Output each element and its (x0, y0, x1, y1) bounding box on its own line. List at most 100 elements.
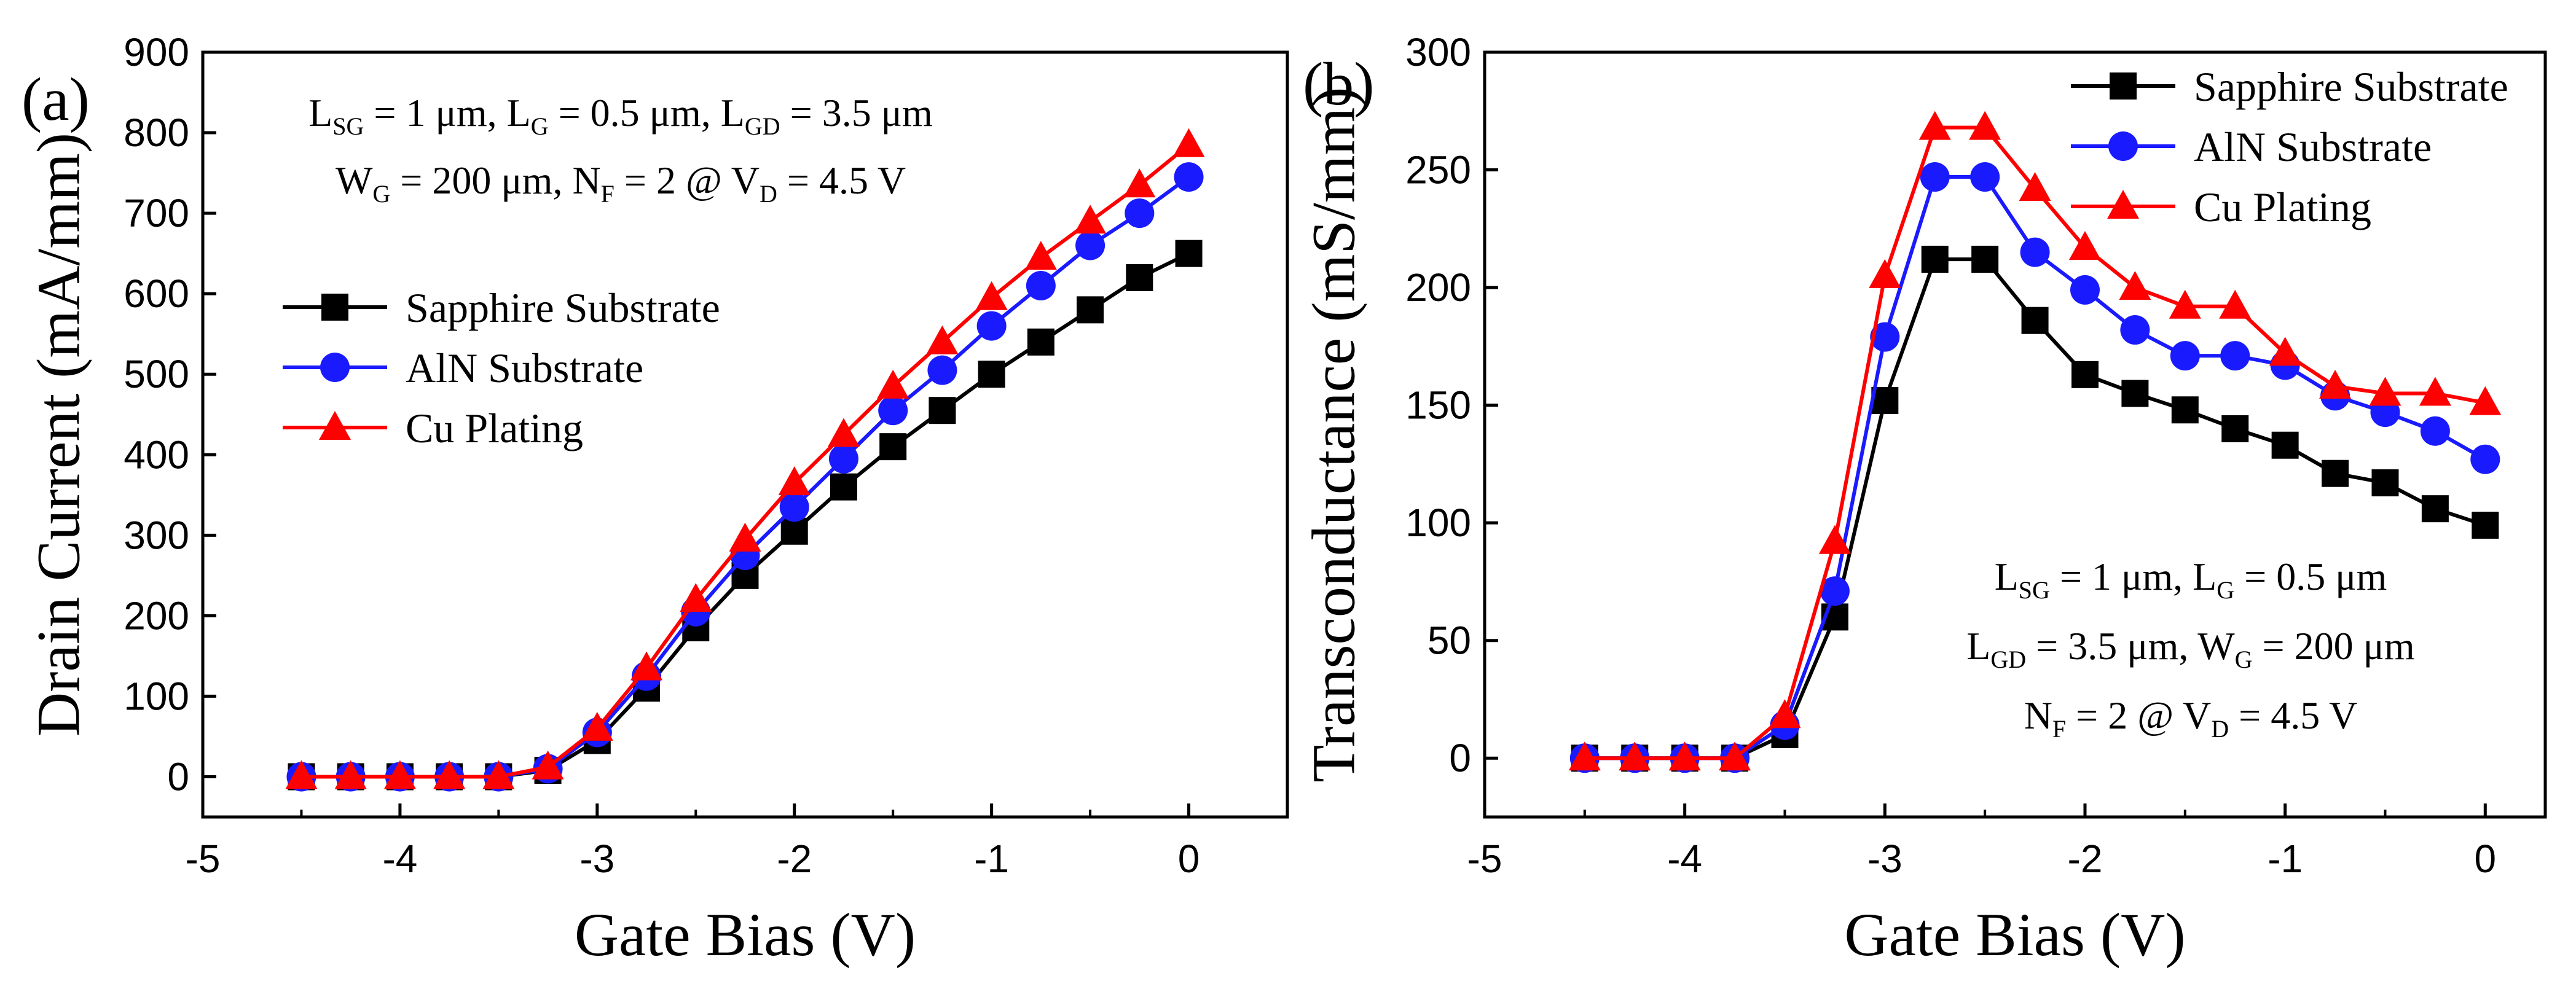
data-point (2120, 315, 2150, 345)
x-tick-label: -5 (186, 837, 221, 881)
annotation-line: LGD = 3.5 μm, WG = 200 μm (1966, 624, 2414, 673)
legend: Sapphire Substrate AlN Substrate Cu Platin… (2071, 63, 2508, 230)
annotation-line: WG = 200 μm, NF = 2 @ VD = 4.5 V (336, 158, 906, 208)
data-point (2019, 172, 2051, 201)
legend-marker (320, 353, 350, 382)
data-point (1969, 111, 2001, 140)
data-point (2171, 396, 2199, 424)
y-tick-label: 500 (124, 352, 189, 396)
annotation-subscript: D (2211, 715, 2229, 743)
y-tick-label: 300 (124, 513, 189, 557)
data-point (532, 750, 564, 780)
x-tick-label: -4 (382, 837, 417, 881)
data-point (828, 444, 858, 474)
data-point (1126, 264, 1153, 291)
data-point (929, 397, 956, 424)
data-point (2219, 289, 2252, 319)
data-point (2319, 369, 2352, 399)
annotation-subscript: GD (1990, 646, 2026, 673)
data-point (1820, 576, 1850, 606)
data-point (830, 473, 857, 501)
annotation-subscript: F (601, 180, 615, 208)
data-point (978, 361, 1005, 388)
data-point (433, 760, 466, 789)
annotation-subscript: G (372, 180, 390, 208)
annotation-subscript: F (2052, 715, 2066, 743)
data-point (1769, 699, 1801, 729)
series-sapphire-substrate (1571, 246, 2499, 772)
panel-label: (b) (1303, 50, 1375, 118)
annotation-subscript: SG (2019, 576, 2050, 604)
data-point (2419, 377, 2451, 406)
annotation-text: = 0.5 μm, L (549, 91, 745, 135)
annotation-text: L (1995, 555, 2019, 598)
data-point (2170, 341, 2200, 371)
data-point (2469, 386, 2502, 415)
data-point (2071, 361, 2099, 388)
data-point (975, 281, 1008, 310)
data-point (877, 369, 909, 399)
annotation-text: L (1966, 624, 1990, 668)
annotation-line: LSG = 1 μm, LG = 0.5 μm, LGD = 3.5 μm (308, 91, 933, 140)
data-point (1668, 741, 1701, 771)
data-point (2221, 415, 2249, 442)
annotation-line: LSG = 1 μm, LG = 0.5 μm (1995, 555, 2387, 604)
data-point (2472, 511, 2499, 539)
annotation-subscript: D (760, 180, 777, 208)
annotation-subscript: G (531, 112, 549, 140)
data-point (1024, 241, 1057, 270)
legend-label: Sapphire Substrate (2194, 63, 2508, 110)
data-point (827, 418, 860, 447)
data-point (2169, 289, 2201, 319)
y-tick-label: 150 (1405, 383, 1471, 428)
data-point (1075, 230, 1105, 260)
data-point (2322, 459, 2349, 487)
series-cu-plating (1568, 111, 2502, 771)
data-point (1818, 525, 1851, 554)
data-point (2271, 431, 2299, 459)
x-tick-label: -1 (974, 837, 1009, 881)
y-tick-label: 300 (1405, 30, 1471, 74)
x-tick-label: -2 (2068, 837, 2103, 881)
annotation-subscript: SG (332, 112, 364, 140)
legend-marker (2108, 131, 2138, 161)
x-axis-title: Gate Bias (V) (575, 901, 916, 969)
data-point (1125, 198, 1155, 229)
annotation-text: = 3.5 μm, W (2026, 624, 2235, 668)
y-tick-label: 800 (124, 111, 189, 155)
data-point (1172, 128, 1205, 157)
annotation-text: = 2 @ V (615, 158, 760, 202)
data-point (1918, 111, 1951, 140)
chart-panel-b: -5 -4 -3 -2 -1 0 0 50 100 150 200 250 300 Gate Bias (… (1300, 30, 2547, 969)
data-point (1077, 296, 1104, 324)
annotation-line: NF = 2 @ VD = 4.5 V (2024, 694, 2358, 743)
series-cu-plating (285, 128, 1205, 789)
y-tick-label: 0 (167, 754, 189, 799)
annotation-text: W (336, 158, 373, 202)
data-point (334, 760, 367, 789)
annotation-text: = 200 μm (2253, 624, 2415, 668)
data-point (926, 325, 959, 354)
plot-frame (1483, 50, 2547, 819)
legend-marker (2107, 190, 2139, 219)
y-tick-label: 200 (1405, 265, 1471, 310)
data-point (780, 517, 808, 545)
legend-label: Cu Plating (2194, 184, 2371, 230)
data-point (976, 311, 1007, 341)
annotation-text: = 0.5 μm (2234, 555, 2387, 598)
data-point (2470, 444, 2500, 474)
plot-frame (201, 50, 1289, 819)
data-point (2369, 377, 2401, 406)
y-axis-title: Drain Current (mA/mm) (25, 133, 93, 737)
data-point (1971, 246, 1999, 273)
legend-marker (2110, 72, 2137, 100)
x-tick-label: -4 (1667, 837, 1702, 881)
series-aln-substrate (1569, 162, 2500, 773)
x-tick-label: -3 (579, 837, 615, 881)
x-tick-label: -2 (777, 837, 812, 881)
annotation-text: N (2024, 694, 2052, 737)
data-point (1619, 741, 1651, 771)
y-tick-label: 100 (1405, 501, 1471, 545)
data-point (2269, 337, 2301, 366)
y-tick-label: 700 (124, 191, 189, 235)
